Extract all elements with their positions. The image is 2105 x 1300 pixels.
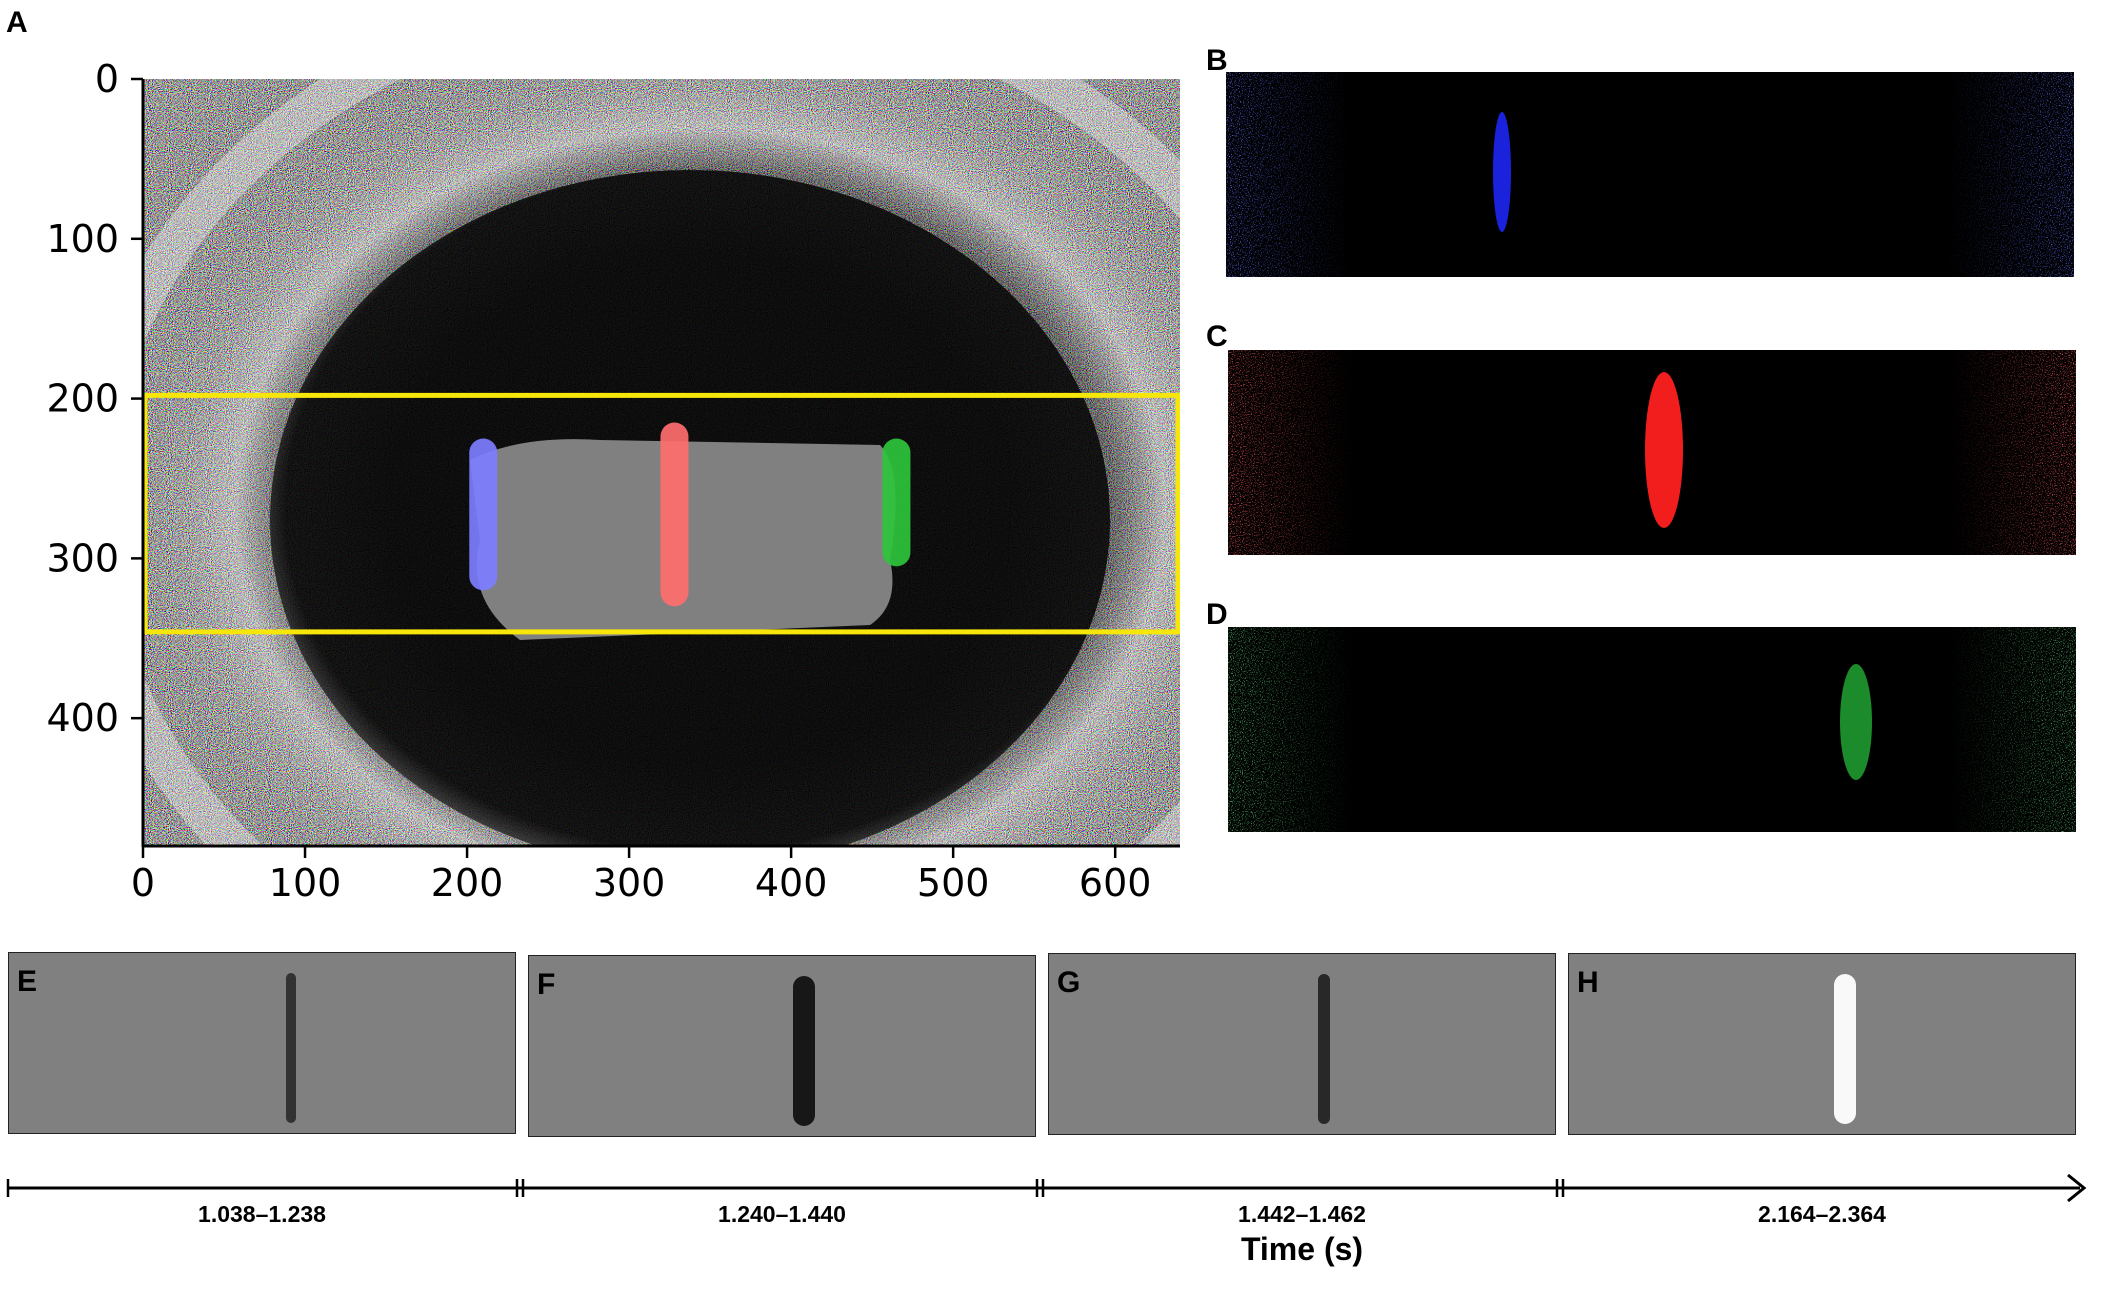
event-streak [793,976,815,1126]
y-tick-label: 100 [46,217,119,261]
x-tick-label: 200 [431,861,504,905]
blue-event-streak [1493,112,1511,232]
time-window-label: 1.240–1.440 [718,1201,846,1227]
panel-a-axes: 0 100 200 300 400 500 600 0 100 200 300 400 [46,57,1180,905]
x-tick-label: 0 [131,861,155,905]
panel-label-g: G [1057,966,1081,999]
panel-h-frame: H [1568,953,2076,1135]
red-highlight [660,422,689,607]
panel-label-a: A [6,6,28,39]
panel-label-b: B [1206,44,1228,77]
y-tick-label: 400 [46,696,119,740]
panel-e-frame: E [8,952,516,1134]
x-tick-label: 400 [755,861,828,905]
blue-highlight [469,438,498,591]
event-streak [286,973,296,1123]
panel-g-frame: G [1048,953,1556,1135]
green-event-streak [1840,664,1872,780]
event-streak [1318,974,1330,1124]
panel-label-f: F [537,968,556,1001]
roi-box [142,392,1180,635]
x-tick-label: 300 [593,861,666,905]
panel-a-event-frame: 0 100 200 300 400 500 600 0 100 200 300 400 [46,57,1180,905]
y-tick-label: 0 [95,57,119,101]
panel-f-frame: F [528,955,1036,1137]
time-window-label: 1.038–1.238 [198,1201,326,1227]
roi-rectangle [142,392,1180,635]
panel-b-blue-channel [1226,72,2074,277]
time-axis: 1.038–1.238 1.240–1.440 1.442–1.462 2.164–2… [6,1173,2087,1267]
time-axis-title: Time (s) [1241,1231,1363,1267]
red-event-streak [1645,372,1683,528]
time-window-label: 2.164–2.364 [1758,1201,1886,1227]
time-window-label: 1.442–1.462 [1238,1201,1366,1227]
panel-c-red-channel [1228,350,2076,555]
y-tick-label: 300 [46,536,119,580]
x-tick-label: 100 [269,861,342,905]
panel-label-d: D [1206,598,1228,631]
event-streak [1834,974,1856,1124]
green-highlight [882,438,911,567]
panel-label-e: E [17,965,38,998]
y-tick-label: 200 [46,377,119,421]
panel-label-h: H [1577,966,1599,999]
panel-d-green-channel [1228,627,2076,832]
x-tick-label: 600 [1079,861,1152,905]
channel-highlights [469,422,911,607]
panel-label-c: C [1206,320,1228,353]
x-tick-label: 500 [917,861,990,905]
time-axis-arrowhead [2067,1173,2087,1203]
